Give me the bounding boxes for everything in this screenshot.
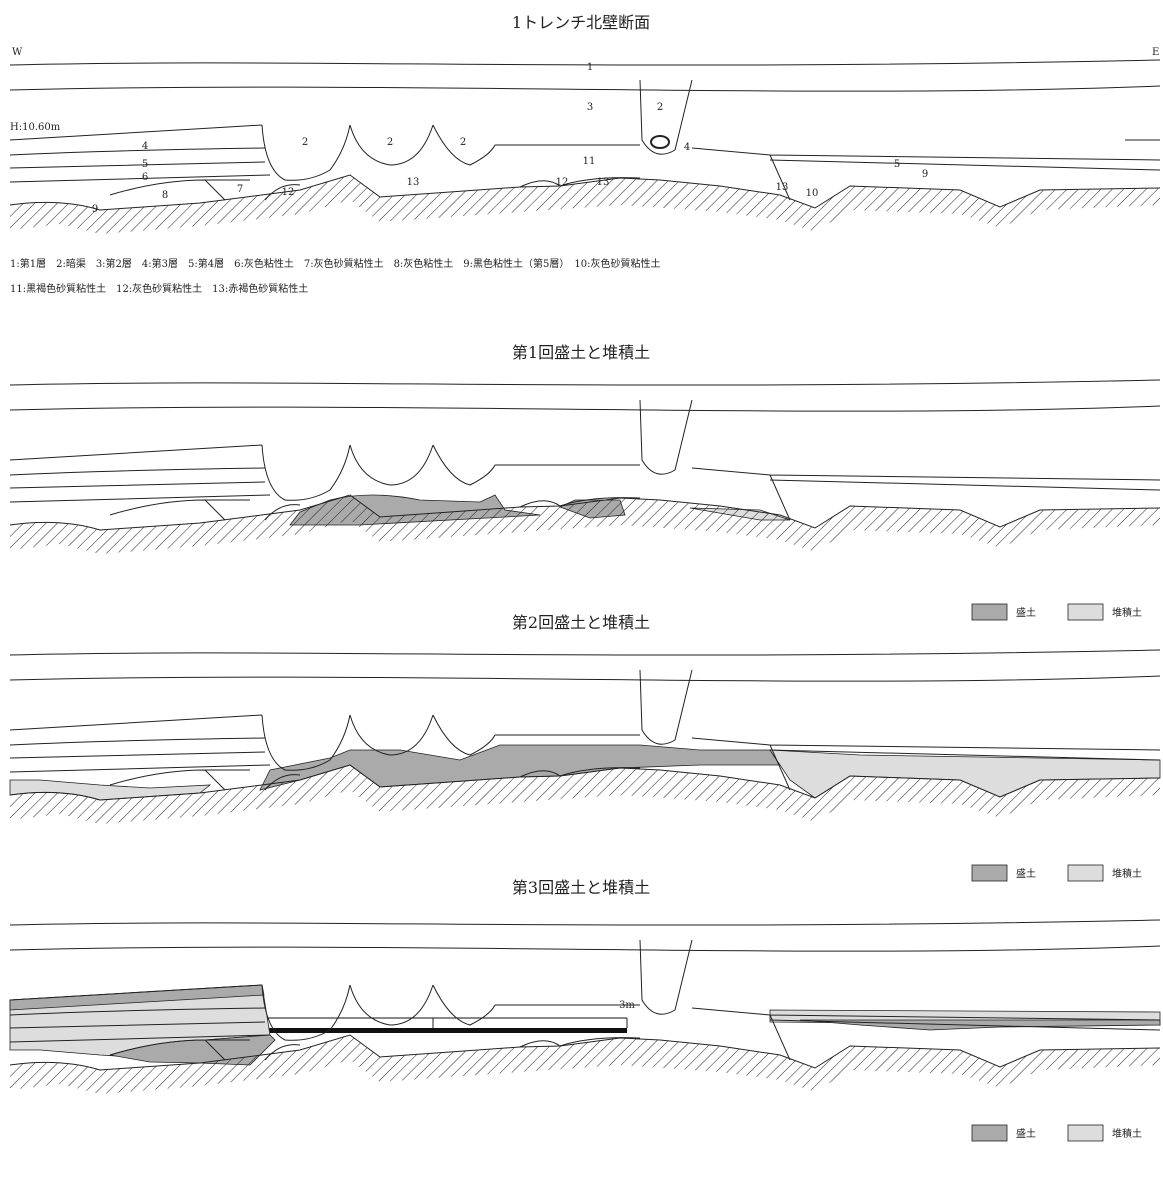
section-phase (9, 649, 1161, 825)
section-phase (9, 379, 1161, 555)
legend-swatch (1067, 864, 1104, 882)
legend-label: 盛土 (1016, 1127, 1036, 1140)
layer-label: 9 (92, 204, 98, 215)
layer-label: 5 (142, 159, 148, 170)
legend-swatch (971, 603, 1008, 621)
layer-label: 2 (387, 137, 393, 148)
layer-label: 6 (142, 172, 148, 183)
layer-label: 12 (556, 177, 569, 188)
layer-label: 2 (657, 102, 663, 113)
layer-label: 4 (142, 141, 148, 152)
layer-label: 5 (894, 159, 900, 170)
legend-swatch (971, 1124, 1008, 1142)
west-label: W (12, 47, 23, 58)
phase-title: 第1回盛土と堆積土 (512, 343, 650, 362)
east-label: E (1152, 47, 1159, 58)
legend-swatch (971, 864, 1008, 882)
profile (9, 649, 1161, 825)
layer-label: 8 (162, 190, 168, 201)
layer-label: 11 (583, 156, 596, 167)
legend-line: 1:第1層 2:暗渠 3:第2層 4:第3層 5:第4層 6:灰色粘性土 7:灰… (10, 257, 661, 270)
layer-label: 10 (806, 188, 819, 199)
legend-label: 堆積土 (1112, 606, 1142, 619)
layer-label: 2 (460, 137, 466, 148)
legend-label: 盛土 (1016, 606, 1036, 619)
legend-line: 11:黒褐色砂質粘性土 12:灰色砂質粘性土 13:赤褐色砂質粘性土 (10, 282, 308, 295)
layer-label: 9 (922, 169, 928, 180)
legend-label: 盛土 (1016, 867, 1036, 880)
legend-swatch (1067, 1124, 1104, 1142)
layer-label: 13 (407, 177, 420, 188)
layer-label: 1 (587, 62, 593, 73)
layer-label: 2 (302, 137, 308, 148)
phase-title: 第2回盛土と堆積土 (512, 613, 650, 632)
profile (9, 59, 1161, 235)
legend-label: 堆積土 (1112, 867, 1142, 880)
legend-swatch (1067, 603, 1104, 621)
drain-pipe (650, 135, 670, 149)
title: 1トレンチ北壁断面 (512, 13, 650, 32)
profile (9, 379, 1161, 555)
section-phase (9, 919, 1161, 1095)
layer-label: 4 (684, 142, 690, 153)
layer-label: 3 (587, 102, 593, 113)
legend-label: 堆積土 (1112, 1127, 1142, 1140)
phase-title: 第3回盛土と堆積土 (512, 878, 650, 897)
height-label: H:10.60m (10, 122, 61, 133)
layer-label: 7 (237, 184, 243, 195)
layer-label: 12 (282, 187, 295, 198)
layer-label: 13 (597, 177, 610, 188)
layer-label: 13 (776, 182, 789, 193)
